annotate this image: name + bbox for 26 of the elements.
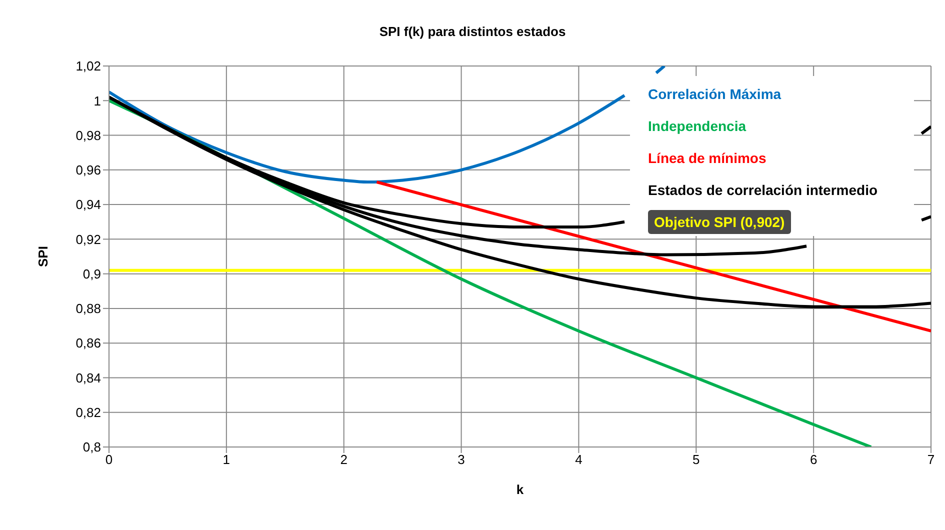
- y-tick-label: 0,92: [76, 232, 101, 247]
- y-tick-label: 0,8: [82, 440, 101, 455]
- y-tick-label: 1,02: [76, 58, 101, 74]
- x-tick-label: 4: [575, 452, 582, 468]
- x-tick-label: 0: [105, 452, 113, 468]
- y-tick-label: 0,94: [76, 197, 101, 212]
- y-tick-label: 0,98: [76, 128, 101, 143]
- x-tick-label: 6: [810, 452, 818, 468]
- y-axis-title: SPI: [36, 246, 51, 267]
- legend-panel: Correlación Máxima Independencia Línea de mínimos Estados de correlación intermedio Objetivo SPI (0,902): [630, 76, 914, 236]
- y-tick-label: 0,86: [76, 336, 101, 351]
- x-tick-label: 7: [927, 452, 935, 468]
- x-tick-label: 2: [340, 452, 348, 468]
- y-tick-label: 0,88: [76, 301, 101, 316]
- x-tick-label: 3: [458, 452, 465, 468]
- chart-title: SPI f(k) para distintos estados: [378, 24, 567, 39]
- y-tick-label: 0,96: [76, 162, 101, 178]
- x-tick-label: 1: [222, 452, 230, 468]
- ref-line-label: Objetivo SPI (0,902): [648, 210, 791, 234]
- y-tick-label: 0,9: [82, 266, 101, 282]
- x-tick-label: 5: [692, 452, 700, 468]
- y-tick-label: 0,84: [76, 370, 101, 386]
- series-label: Correlación Máxima: [648, 85, 782, 104]
- y-tick-label: 0,82: [76, 404, 101, 420]
- x-axis-title: k: [516, 482, 524, 497]
- y-tick-label: 1: [94, 93, 101, 108]
